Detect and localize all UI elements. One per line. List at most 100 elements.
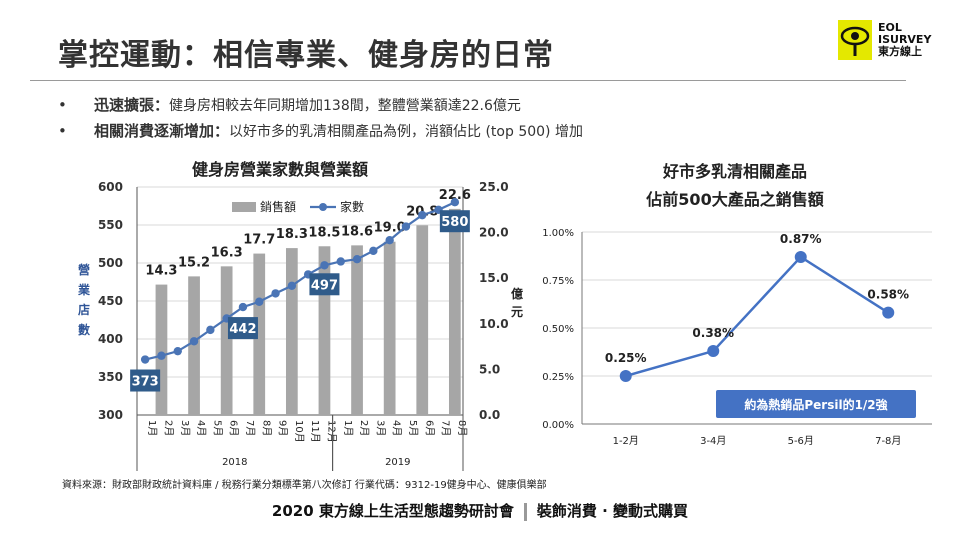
left-axis-title-char: 店 [78,302,90,317]
x-tick-label: 7-8月 [875,435,901,447]
stores-point [255,297,264,306]
x-tick-label: 1-2月 [613,435,639,447]
sales-bar [253,253,266,415]
store-count-callout-label: 442 [229,322,256,337]
right-tick-label: 10.0 [479,317,509,331]
right-tick-label: 20.0 [479,226,509,240]
stores-point [450,198,460,207]
y-tick-label: 0.75% [542,276,574,287]
month-tick-label: 7月 [440,420,452,436]
bullet-dot-icon: • [58,96,67,114]
bar-value-label: 18.6 [341,224,373,239]
annotation-label: 約為熱銷品Persil的1/2強 [744,397,887,412]
month-tick-label: 2月 [162,420,174,436]
month-tick-label: 12月 [325,420,337,443]
sales-bar [220,266,233,415]
bar-value-label: 19.0 [374,221,406,236]
left-axis-title-char: 業 [77,282,91,297]
month-tick-label: 6月 [423,420,435,436]
right-chart-title-line: 佔前500大產品之銷售額 [646,190,824,209]
month-tick-label: 6月 [228,420,240,436]
store-count-callout-label: 373 [132,375,159,390]
right-axis-title-char: 元 [511,305,523,319]
left-axis-title-char: 數 [78,322,90,337]
gym-chart: 300 350 400 450 500 550 600 0.0 5.0 10.0 15.0 20.0 2… [77,180,523,471]
right-chart-title-line: 好市多乳清相關產品 [662,162,807,181]
logo-line-1: EOL [878,21,902,34]
year-label: 2019 [385,457,410,468]
left-tick-label: 550 [98,218,123,232]
y-tick-label: 0.25% [542,372,574,383]
stores-point [206,325,215,335]
stores-point [173,346,182,356]
month-tick-label: 8月 [260,420,272,436]
stores-point [189,337,199,346]
share-point [882,306,895,319]
year-label: 2018 [222,457,247,468]
left-tick-label: 600 [98,180,123,194]
month-tick-label: 1月 [342,420,354,436]
sales-bar [416,225,429,415]
annotation-box [716,390,916,418]
right-tick-label: 0.0 [479,408,500,422]
page-title: 掌控運動：相信專業、健身房的日常 [58,38,554,73]
store-count-callout-label: 580 [441,215,468,230]
store-count-callout [309,273,340,296]
left-axis-title-char: 營 [78,262,90,277]
legend-line-label: 家數 [340,199,364,214]
left-tick-label: 300 [98,408,123,422]
right-tick-label: 5.0 [479,362,500,376]
month-tick-label: 7月 [244,420,256,436]
stores-point [352,255,362,264]
sales-bar [318,246,331,415]
footer-theme: 裝飾消費 · 變動式購買 [536,502,689,520]
share-line [625,255,889,378]
right-axis-title-char: 億 [511,286,523,301]
stores-point [418,210,427,220]
share-point [794,250,807,263]
left-tick-label: 400 [98,332,123,346]
bar-value-label: 18.3 [276,227,308,242]
bar-value-label: 16.3 [211,245,243,260]
source-note: 資料來源：財政部財政統計資料庫 / 稅務行業分類標準第八次修訂 行業代碼：931… [62,480,547,491]
x-tick-label: 3-4月 [700,435,726,447]
share-value-label: 0.58% [867,288,909,302]
stores-point [320,261,329,270]
stores-point [369,246,378,256]
share-point [619,370,632,382]
footer: 2020 東方線上生活型態趨勢研討會 裝飾消費 · 變動式購買 [0,500,960,521]
bullet-list: • 迅速擴張：健身房相較去年同期增加138間，整體營業額達22.6億元 • 相關… [58,94,583,146]
footer-event: 2020 東方線上生活型態趨勢研討會 [271,502,514,520]
sales-bar [448,208,461,415]
month-tick-label: 3月 [374,420,386,436]
whey-share-chart: 0.00% 0.25% 0.50% 0.75% 1.00% 1-2月 3-4月 5-6月 7-8… [542,228,932,447]
bullet-item: • 相關消費逐漸增加：以好市多的乳清相關產品為例，消額佔比 (top 500) … [58,120,583,146]
left-chart-title: 健身房營業家數與營業額 [191,160,368,179]
x-tick-label: 5-6月 [788,435,814,447]
bar-value-label: 22.6 [439,188,471,203]
month-tick-label: 2月 [358,420,370,436]
bullet-text: 以好市多的乳清相關產品為例，消額佔比 (top 500) 增加 [229,124,583,140]
stores-point [385,236,394,245]
left-tick-label: 450 [98,294,123,308]
store-count-callout-label: 497 [311,278,338,293]
month-tick-label: 5月 [211,420,223,436]
month-tick-label: 4月 [195,420,207,436]
legend-bar-swatch [232,202,256,212]
eye-logo-icon [838,20,872,60]
sales-bar [188,276,200,415]
stores-point [336,257,345,266]
y-tick-label: 0.00% [542,420,574,431]
share-value-label: 0.25% [605,351,647,365]
stores-point [140,355,150,364]
bullet-heading: 相關消費逐漸增加： [94,122,230,140]
month-tick-label: 5月 [407,420,419,436]
right-tick-label: 25.0 [479,180,509,194]
left-tick-label: 350 [98,370,123,384]
left-tick-label: 500 [98,256,123,270]
month-tick-label: 9月 [277,420,289,436]
legend-line-marker [319,203,327,211]
month-tick-label: 1月 [146,420,158,436]
share-value-label: 0.38% [692,326,734,340]
month-tick-label: 11月 [309,420,321,443]
